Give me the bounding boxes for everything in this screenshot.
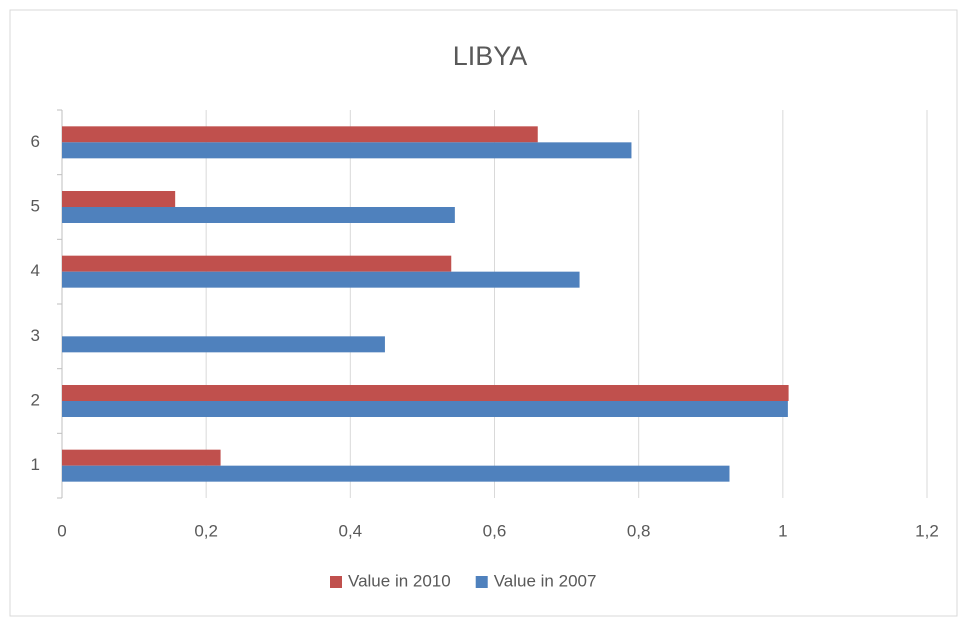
bar <box>62 385 789 401</box>
y-tick-label: 4 <box>31 261 40 280</box>
y-tick-label: 1 <box>31 455 40 474</box>
x-tick-label: 0,8 <box>627 521 651 540</box>
bar <box>62 449 221 466</box>
legend-swatch <box>330 576 342 588</box>
bar <box>62 126 538 143</box>
legend-swatch <box>475 576 488 588</box>
y-tick-label: 3 <box>31 326 40 345</box>
legend-label: Value in 2010 <box>348 571 451 590</box>
y-tick-label: 5 <box>31 196 40 215</box>
bar <box>62 191 176 207</box>
x-tick-label: 1,2 <box>915 521 939 540</box>
bar <box>62 401 788 417</box>
x-tick-label: 0 <box>57 521 66 540</box>
x-tick-label: 0,4 <box>339 521 363 540</box>
x-tick-label: 0,2 <box>194 521 218 540</box>
bar <box>62 142 632 159</box>
legend-label: Value in 2007 <box>494 571 597 590</box>
y-tick-label: 6 <box>31 132 40 151</box>
bar <box>62 255 452 272</box>
x-tick-label: 0,6 <box>483 521 507 540</box>
bar <box>62 336 385 353</box>
bar <box>62 271 580 288</box>
bar <box>62 465 730 482</box>
y-tick-label: 2 <box>31 390 40 409</box>
chart-frame <box>9 9 958 617</box>
chart-title: LIBYA <box>453 41 528 71</box>
x-tick-label: 1 <box>778 521 787 540</box>
bar <box>62 207 455 223</box>
